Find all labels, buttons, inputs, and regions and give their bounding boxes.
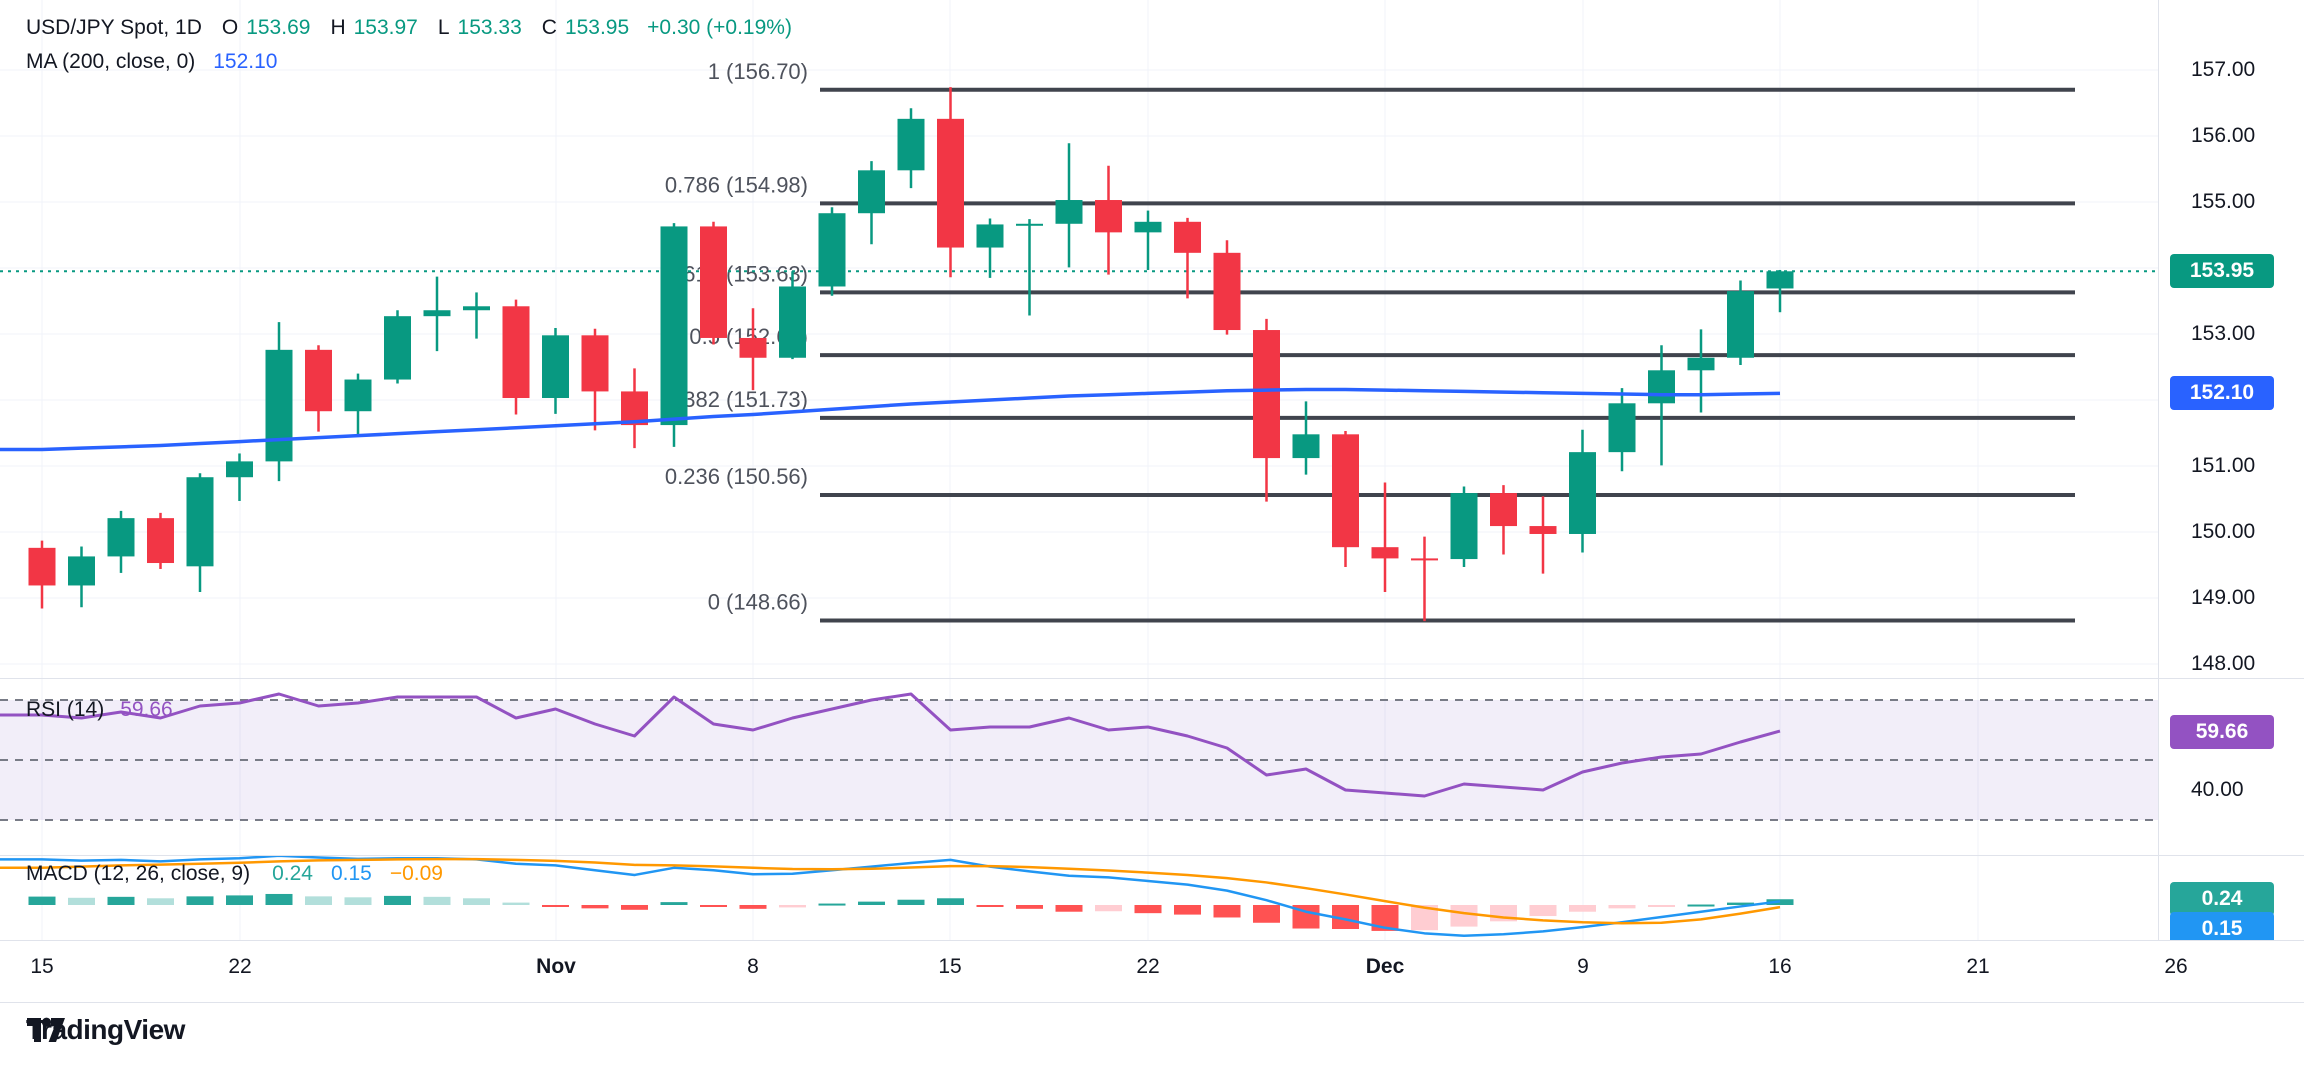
macd-legend-row[interactable]: MACD (12, 26, close, 9) 0.24 0.15 −0.09 [26, 862, 443, 886]
macd-hist-value: 0.24 [272, 862, 313, 885]
ma-value-badge: 152.10 [2170, 376, 2274, 411]
time-tick-label: Nov [536, 955, 576, 978]
svg-text:0 (148.66): 0 (148.66) [708, 589, 808, 614]
price-tick-label: 151.00 [2191, 454, 2256, 477]
symbol-title: USD/JPY Spot, 1D [26, 16, 202, 39]
time-tick-label: 16 [1768, 955, 1792, 978]
tradingview-logo[interactable]: TradingView [26, 1014, 185, 1046]
high-label: H [330, 16, 346, 39]
macd-signal-value: −0.09 [389, 862, 443, 885]
time-tick-label: 21 [1966, 955, 1990, 978]
price-axis[interactable]: 157.00156.00155.00154.00153.00152.00151.… [2158, 0, 2304, 1002]
time-tick-label: 26 [2164, 955, 2188, 978]
rsi-value: 59.66 [120, 698, 173, 721]
price-tick-label: 157.00 [2191, 58, 2256, 81]
time-axis[interactable]: 15 22 Nov 8 15 22 Dec 9 16 21 26 [0, 940, 2304, 1003]
time-tick-label: 22 [1136, 955, 1160, 978]
rsi-label: RSI (14) [26, 698, 105, 721]
ma-label: MA (200, close, 0) [26, 50, 196, 73]
tradingview-logo-icon [27, 1017, 65, 1042]
svg-text:0.786 (154.98): 0.786 (154.98) [665, 172, 808, 197]
svg-text:0.382 (151.73): 0.382 (151.73) [665, 387, 808, 412]
macd-line-value: 0.15 [330, 862, 372, 885]
time-tick-label: 8 [747, 955, 759, 978]
price-tick-label: 153.00 [2191, 322, 2256, 345]
svg-text:0.618 (153.63): 0.618 (153.63) [665, 261, 808, 286]
time-tick-label: 22 [228, 955, 252, 978]
low-label: L [437, 16, 450, 39]
change-value: +0.30 (+0.19%) [647, 16, 792, 39]
macd-hist-badge: 0.24 [2170, 882, 2274, 917]
high-value: 153.97 [353, 16, 418, 39]
svg-text:1 (156.70): 1 (156.70) [708, 59, 808, 84]
ma-value: 152.10 [213, 50, 278, 73]
price-tick-label: 149.00 [2191, 586, 2256, 609]
close-label: C [541, 16, 557, 39]
rsi-pane[interactable] [0, 678, 2158, 855]
macd-label: MACD (12, 26, close, 9) [26, 862, 251, 885]
low-value: 153.33 [457, 16, 522, 39]
open-value: 153.69 [246, 16, 311, 39]
rsi-tick-label: 40.00 [2191, 778, 2244, 801]
price-tick-label: 156.00 [2191, 124, 2256, 147]
rsi-value-badge: 59.66 [2170, 715, 2274, 750]
time-tick-label: Dec [1365, 955, 1405, 978]
pane-divider-rsi-macd[interactable] [0, 855, 2304, 856]
time-tick-label: 15 [30, 955, 54, 978]
macd-pane[interactable] [0, 855, 2158, 940]
price-tick-label: 155.00 [2191, 190, 2256, 213]
close-value: 153.95 [564, 16, 630, 39]
price-tick-label: 150.00 [2191, 520, 2256, 543]
symbol-legend-row[interactable]: USD/JPY Spot, 1D O 153.69 H 153.97 L 153… [26, 16, 792, 40]
open-label: O [221, 16, 239, 39]
pane-divider-main-rsi[interactable] [0, 678, 2304, 679]
time-tick-label: 15 [938, 955, 962, 978]
rsi-legend-row[interactable]: RSI (14) 59.66 [26, 698, 173, 722]
time-tick-label: 9 [1577, 955, 1589, 978]
main-chart-pane[interactable]: 1 (156.70) 0.786 (154.98) 0.618 (153.63) 0.… [0, 0, 2158, 678]
svg-text:0.236 (150.56): 0.236 (150.56) [665, 464, 808, 489]
ma-legend-row[interactable]: MA (200, close, 0) 152.10 [26, 50, 277, 74]
bottom-bar: TradingView [0, 1002, 2304, 1066]
current-price-badge: 153.95 [2170, 254, 2274, 289]
price-tick-label: 148.00 [2191, 652, 2256, 675]
